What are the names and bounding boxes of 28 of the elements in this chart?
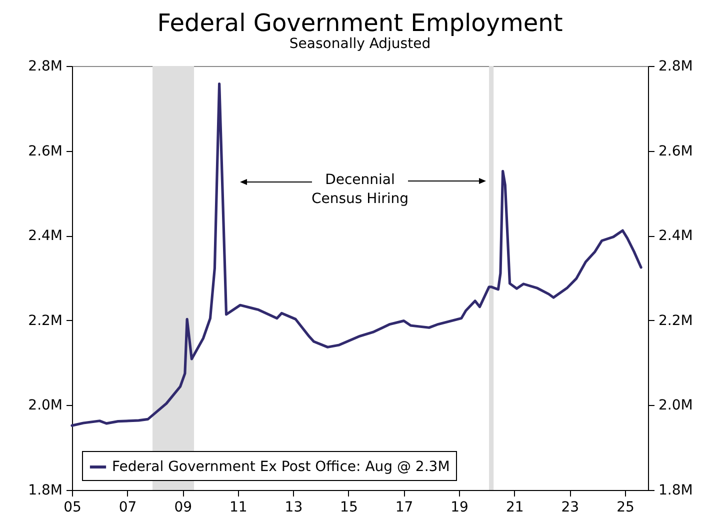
y2-tick-label: 2.8M — [658, 58, 693, 74]
x-tick-label: 23 — [561, 500, 580, 516]
y-tick-label: 1.8M — [28, 482, 62, 498]
x-tick-label: 07 — [118, 500, 137, 516]
y-tick-label: 2.2M — [28, 312, 62, 329]
y-tick-label: 2.0M — [28, 398, 62, 414]
y2-tick-label: 2.4M — [658, 228, 693, 244]
chart-title: Federal Government Employment — [157, 9, 563, 37]
legend-label: Federal Government Ex Post Office: Aug @ 2.3M — [112, 459, 450, 475]
y2-tick-label: 2.0M — [658, 398, 693, 414]
y2-tick-label: 2.6M — [658, 143, 693, 160]
x-tick-label: 21 — [506, 500, 524, 516]
x-tick-label: 09 — [174, 500, 192, 516]
x-tick-label: 11 — [229, 500, 248, 516]
y-tick-label: 2.4M — [28, 228, 62, 244]
x-tick-label: 17 — [395, 500, 414, 516]
y2-tick-label: 1.8M — [658, 482, 693, 498]
line-series — [70, 82, 642, 427]
annotation: Decennial Census Hiring — [312, 172, 408, 207]
y2-tick-label: 2.2M — [658, 312, 693, 329]
x-tick-label: 25 — [616, 500, 634, 516]
x-tick-label: 05 — [64, 500, 82, 516]
y-tick-label: 2.6M — [28, 143, 62, 160]
y-tick-label: 2.8M — [28, 58, 62, 74]
x-tick-label: 13 — [284, 500, 303, 516]
x-tick-label: 19 — [450, 500, 468, 516]
x-tick-label: 15 — [340, 500, 358, 516]
chart-subtitle: Seasonally Adjusted — [289, 36, 431, 52]
